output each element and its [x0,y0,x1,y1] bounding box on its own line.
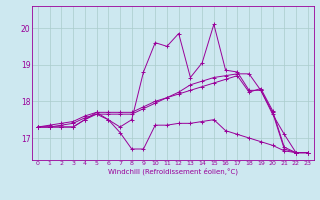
X-axis label: Windchill (Refroidissement éolien,°C): Windchill (Refroidissement éolien,°C) [108,168,238,175]
